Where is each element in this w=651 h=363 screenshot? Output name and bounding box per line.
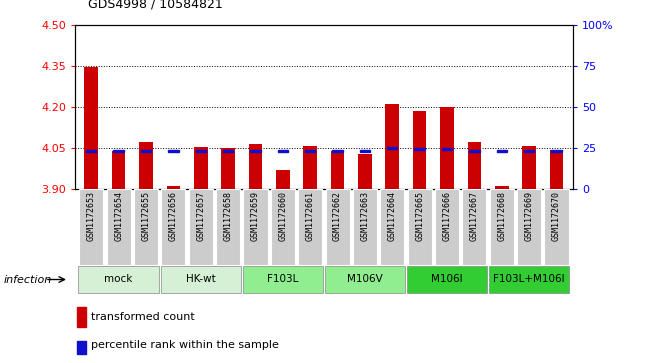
Bar — [303, 146, 317, 189]
FancyBboxPatch shape — [161, 266, 241, 293]
Bar — [305, 150, 315, 152]
Text: HK-wt: HK-wt — [186, 274, 215, 284]
Bar — [467, 142, 481, 189]
Bar — [194, 147, 208, 189]
Bar — [77, 307, 87, 327]
Bar — [497, 150, 507, 152]
FancyBboxPatch shape — [79, 189, 104, 265]
FancyBboxPatch shape — [435, 189, 459, 265]
FancyBboxPatch shape — [298, 189, 322, 265]
Text: GSM1172658: GSM1172658 — [223, 191, 232, 241]
Bar — [331, 151, 344, 189]
Bar — [223, 150, 233, 152]
Bar — [440, 107, 454, 189]
Bar — [250, 150, 260, 152]
Bar — [277, 150, 288, 152]
Text: GSM1172655: GSM1172655 — [141, 191, 150, 241]
Bar — [469, 150, 480, 152]
FancyBboxPatch shape — [78, 266, 159, 293]
Bar — [167, 186, 180, 189]
Text: GSM1172665: GSM1172665 — [415, 191, 424, 241]
FancyBboxPatch shape — [189, 189, 213, 265]
FancyBboxPatch shape — [517, 189, 541, 265]
Text: GSM1172663: GSM1172663 — [361, 191, 369, 241]
FancyBboxPatch shape — [325, 266, 405, 293]
Text: infection: infection — [3, 274, 51, 285]
Text: GSM1172661: GSM1172661 — [306, 191, 314, 241]
FancyBboxPatch shape — [161, 189, 186, 265]
Text: GSM1172654: GSM1172654 — [114, 191, 123, 241]
FancyBboxPatch shape — [490, 189, 514, 265]
Text: percentile rank within the sample: percentile rank within the sample — [90, 340, 279, 350]
FancyBboxPatch shape — [462, 189, 486, 265]
Text: GSM1172656: GSM1172656 — [169, 191, 178, 241]
Bar — [358, 154, 372, 189]
Bar — [413, 111, 426, 189]
Text: transformed count: transformed count — [90, 312, 195, 322]
Bar — [86, 150, 96, 152]
Bar — [85, 67, 98, 189]
Bar — [113, 150, 124, 152]
Bar — [221, 148, 235, 189]
Text: GSM1172662: GSM1172662 — [333, 191, 342, 241]
Text: GSM1172653: GSM1172653 — [87, 191, 96, 241]
Bar — [524, 150, 534, 152]
FancyBboxPatch shape — [489, 266, 570, 293]
Text: GSM1172660: GSM1172660 — [279, 191, 287, 241]
Text: GSM1172670: GSM1172670 — [552, 191, 561, 241]
Text: F103L: F103L — [267, 274, 299, 284]
Text: GSM1172657: GSM1172657 — [196, 191, 205, 241]
Bar — [141, 150, 151, 152]
FancyBboxPatch shape — [216, 189, 240, 265]
Bar — [249, 144, 262, 189]
Text: M106I: M106I — [431, 274, 463, 284]
Bar — [360, 150, 370, 152]
Bar — [333, 150, 343, 152]
Bar — [522, 146, 536, 189]
Bar — [139, 142, 153, 189]
Bar — [549, 150, 563, 189]
FancyBboxPatch shape — [407, 266, 487, 293]
Text: mock: mock — [104, 274, 133, 284]
Text: M106V: M106V — [347, 274, 383, 284]
Text: GSM1172659: GSM1172659 — [251, 191, 260, 241]
Bar — [77, 341, 87, 354]
FancyBboxPatch shape — [243, 266, 323, 293]
Bar — [385, 104, 399, 189]
Text: GDS4998 / 10584821: GDS4998 / 10584821 — [88, 0, 223, 11]
FancyBboxPatch shape — [544, 189, 568, 265]
FancyBboxPatch shape — [353, 189, 377, 265]
Bar — [112, 151, 126, 189]
Text: GSM1172667: GSM1172667 — [470, 191, 479, 241]
Text: GSM1172664: GSM1172664 — [388, 191, 396, 241]
FancyBboxPatch shape — [326, 189, 350, 265]
Text: GSM1172668: GSM1172668 — [497, 191, 506, 241]
FancyBboxPatch shape — [408, 189, 432, 265]
Bar — [276, 170, 290, 189]
Bar — [551, 150, 562, 152]
FancyBboxPatch shape — [380, 189, 404, 265]
Text: GSM1172669: GSM1172669 — [525, 191, 534, 241]
Bar — [495, 186, 508, 189]
Bar — [442, 148, 452, 150]
FancyBboxPatch shape — [134, 189, 158, 265]
Bar — [168, 150, 178, 152]
Bar — [195, 150, 206, 152]
Text: F103L+M106I: F103L+M106I — [493, 274, 565, 284]
FancyBboxPatch shape — [271, 189, 295, 265]
Bar — [415, 148, 425, 150]
FancyBboxPatch shape — [107, 189, 131, 265]
Text: GSM1172666: GSM1172666 — [443, 191, 452, 241]
FancyBboxPatch shape — [243, 189, 268, 265]
Bar — [387, 147, 398, 149]
